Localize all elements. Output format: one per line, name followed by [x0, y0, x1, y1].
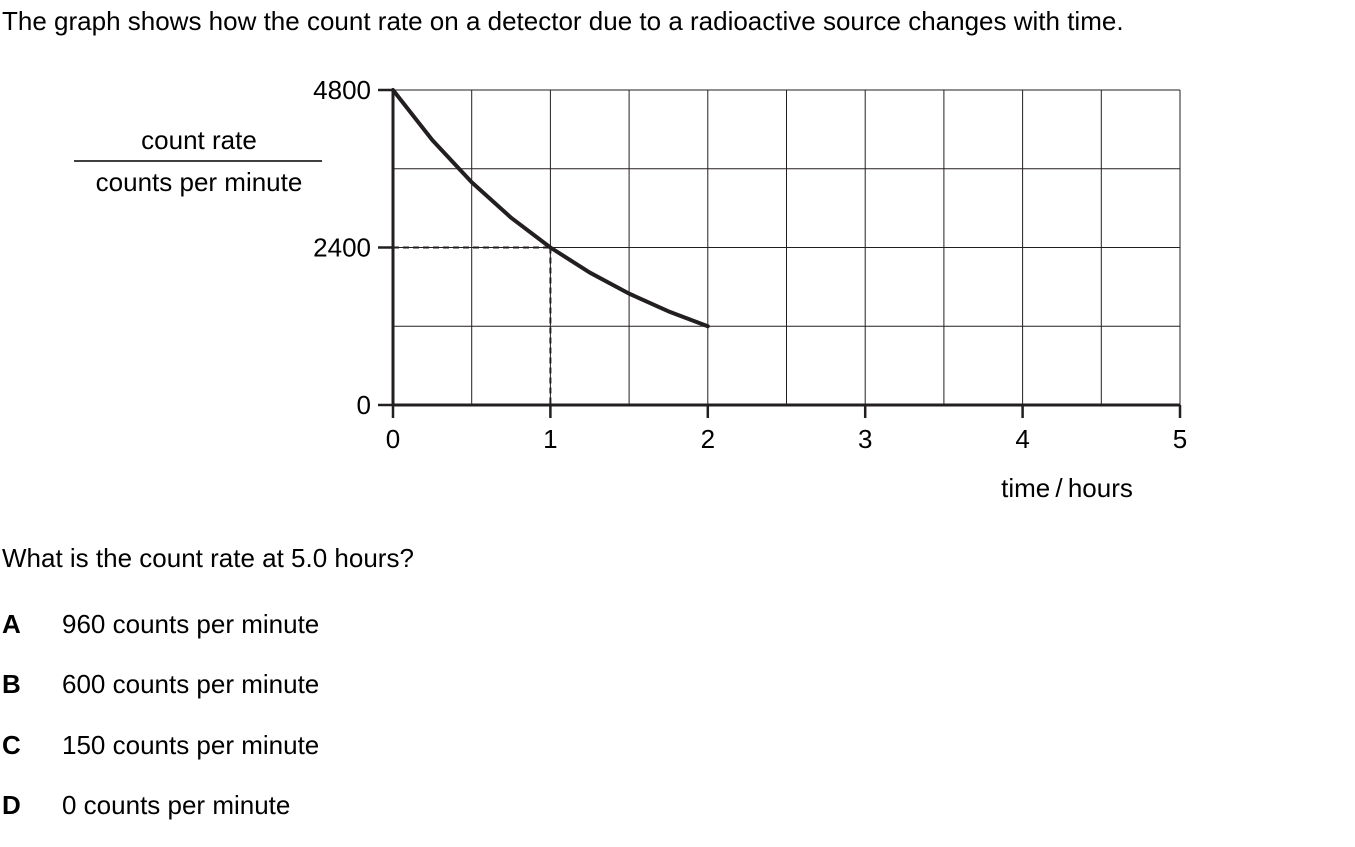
x-tick-label: 4: [1015, 424, 1029, 454]
chart-labels: count rate counts per minute time / hour…: [74, 125, 1133, 503]
option-letter: D: [2, 789, 21, 820]
y-tick-label: 0: [357, 390, 371, 420]
decay-curve: [391, 88, 710, 329]
question-intro: The graph shows how the count rate on a …: [2, 6, 1124, 36]
y-tick-label: 2400: [313, 233, 371, 263]
option-text: 960 counts per minute: [62, 609, 320, 639]
option-text: 0 counts per minute: [62, 789, 291, 820]
option-d[interactable]: D 0 counts per minute: [2, 787, 319, 847]
chart-axes: 0 1 2 3 4 5 4800 2400 0: [313, 75, 1187, 454]
y-axis-label-top: count rate: [141, 125, 257, 155]
option-text: 600 counts per minute: [62, 669, 320, 700]
chart-guide-lines: [393, 246, 552, 405]
x-tick-label: 5: [1173, 424, 1187, 454]
chart-series: [391, 88, 710, 329]
count-rate-chart: 0 1 2 3 4 5 4800 2400 0 count rate counts per mi…: [74, 75, 1187, 503]
question-prompt: What is the count rate at 5.0 hours?: [2, 543, 414, 573]
option-b[interactable]: B 600 counts per minute: [2, 666, 319, 726]
option-letter: C: [2, 729, 21, 760]
x-tick-label: 3: [858, 424, 872, 454]
x-tick-label: 1: [543, 424, 557, 454]
x-tick-label: 2: [701, 424, 715, 454]
option-letter: B: [2, 669, 21, 700]
option-c[interactable]: C 150 counts per minute: [2, 727, 319, 787]
answer-options: A 960 counts per minute B 600 counts per…: [2, 606, 319, 847]
option-text: 150 counts per minute: [62, 729, 320, 760]
chart-grid: [393, 89, 1181, 405]
option-letter: A: [2, 609, 21, 639]
y-axis-label-bottom: counts per minute: [96, 167, 303, 197]
x-axis-label: time / hours: [1001, 473, 1133, 503]
option-a[interactable]: A 960 counts per minute: [2, 606, 319, 666]
y-tick-label: 4800: [313, 75, 371, 105]
x-tick-label: 0: [386, 424, 400, 454]
